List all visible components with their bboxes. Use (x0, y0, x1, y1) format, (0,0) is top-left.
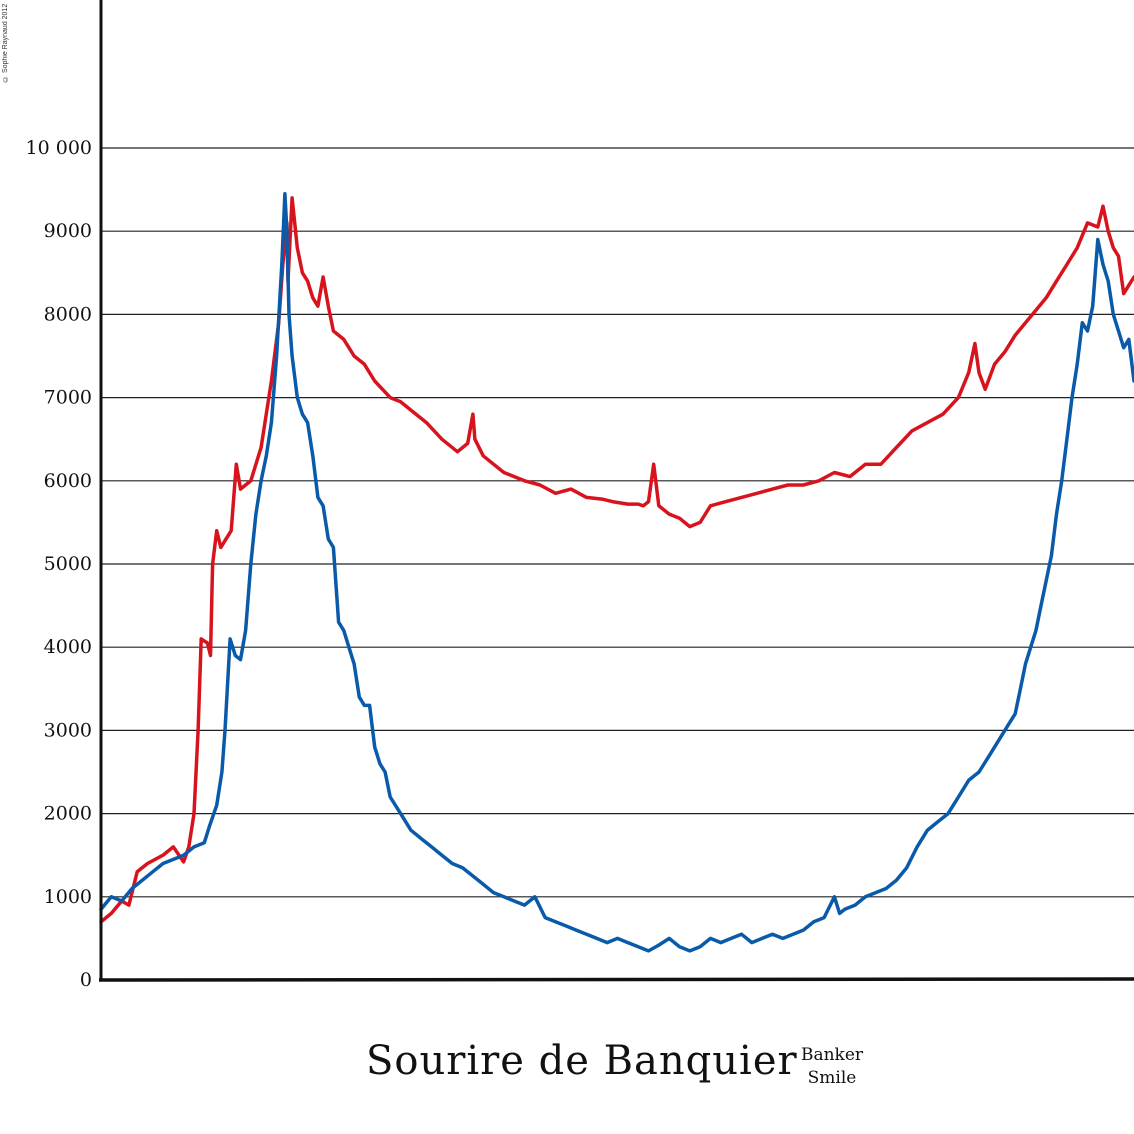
y-tick-label: 1000 (44, 886, 92, 908)
chart-subtitle: Banker Smile (792, 1044, 872, 1090)
series-line-2 (99, 192, 1134, 953)
y-tick-label: 5000 (44, 553, 92, 575)
y-tick-label: 3000 (44, 719, 92, 741)
subtitle-line-1: Banker (800, 1045, 864, 1065)
subtitle-line-2: Smile (807, 1068, 857, 1088)
chart-title: Sourire de Banquier (366, 1038, 798, 1084)
axes (98, 0, 1134, 982)
y-tick-label: 6000 (44, 470, 92, 492)
series-line-1 (99, 196, 1134, 924)
y-tick-label: 0 (80, 969, 92, 991)
y-tick-label: 7000 (44, 387, 92, 409)
y-tick-label: 10 000 (26, 137, 92, 159)
series-lines (99, 192, 1134, 953)
y-tick-label: 8000 (44, 303, 92, 325)
y-tick-label: 9000 (44, 220, 92, 242)
y-axis-tick-labels: 0 1000 2000 3000 4000 5000 6000 7000 8000 9000 10 … (26, 137, 92, 991)
x-axis-line (98, 977, 1134, 982)
y-tick-label: 2000 (44, 803, 92, 825)
y-tick-label: 4000 (44, 636, 92, 658)
